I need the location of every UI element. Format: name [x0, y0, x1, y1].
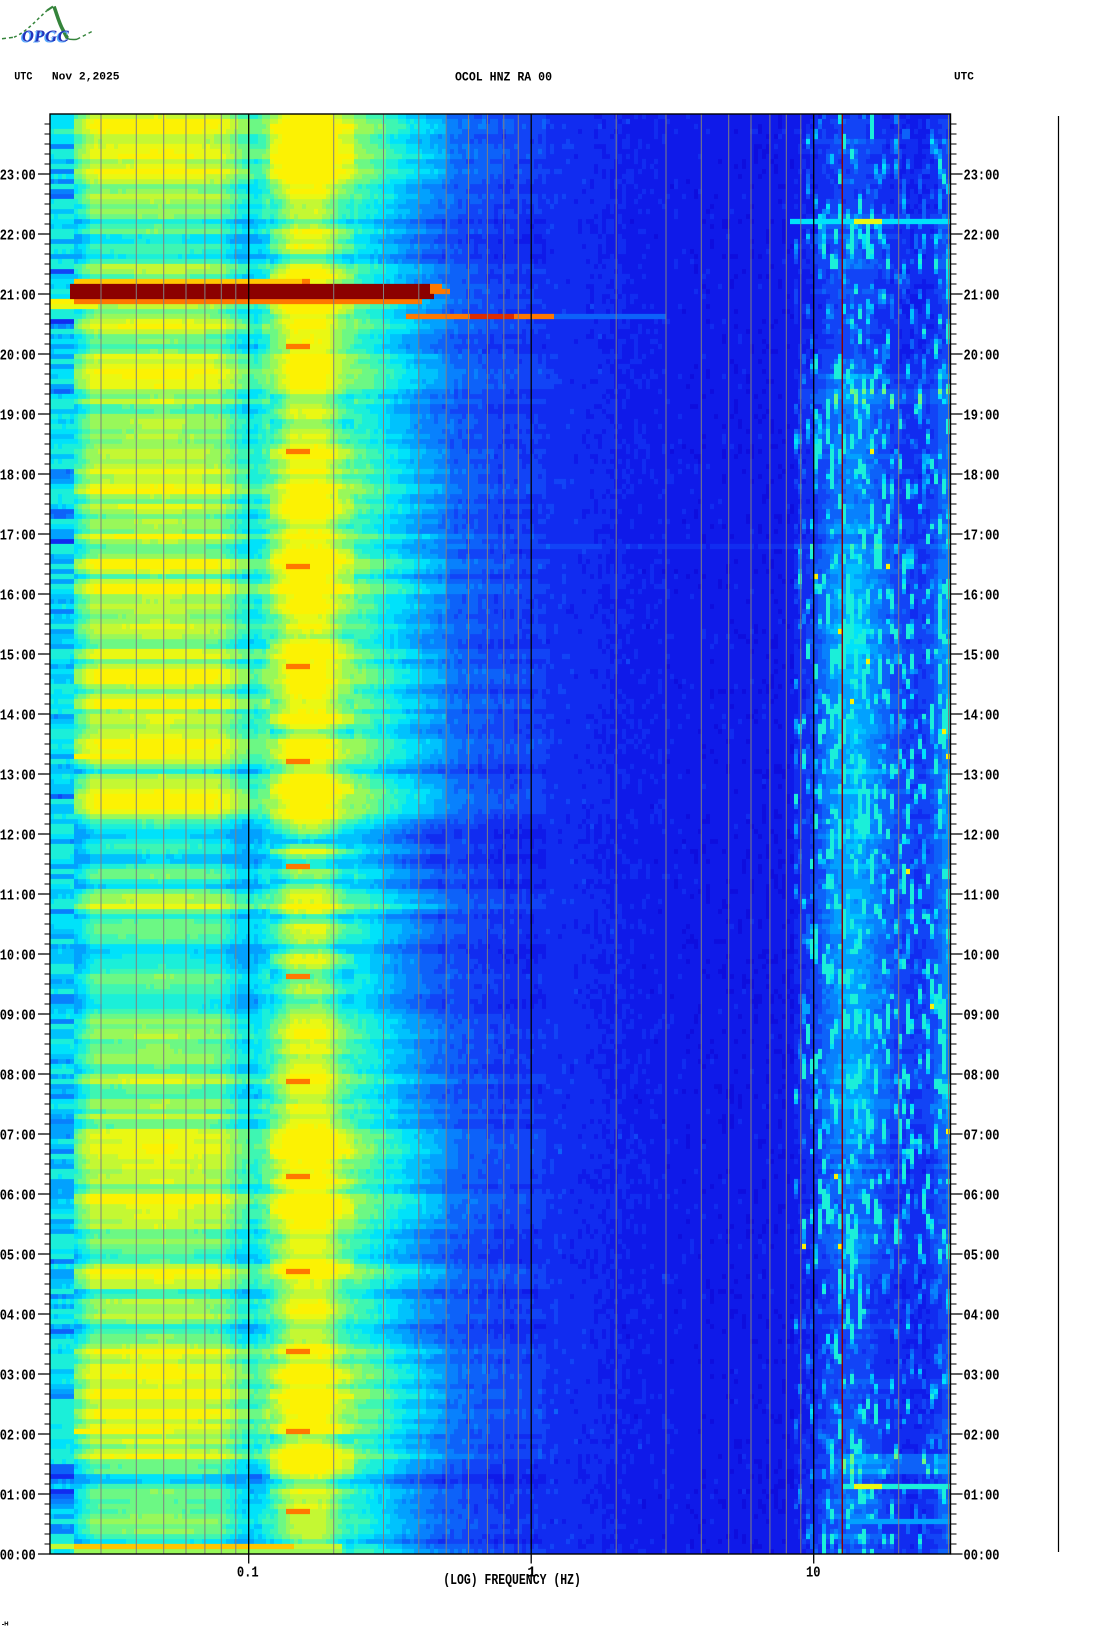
svg-text:20:00: 20:00: [0, 349, 36, 365]
svg-text:08:00: 08:00: [0, 1069, 36, 1085]
svg-text:13:00: 13:00: [964, 769, 1000, 785]
svg-text:11:00: 11:00: [964, 889, 1000, 905]
svg-text:12:00: 12:00: [964, 829, 1000, 845]
svg-text:Nov 2,2025: Nov 2,2025: [52, 71, 120, 83]
svg-text:15:00: 15:00: [964, 649, 1000, 665]
svg-text:1: 1: [527, 1566, 536, 1582]
svg-text:UTC: UTC: [954, 71, 974, 83]
svg-text:21:00: 21:00: [0, 289, 36, 305]
svg-text:18:00: 18:00: [0, 469, 36, 485]
svg-text:01:00: 01:00: [0, 1489, 36, 1505]
svg-text:14:00: 14:00: [0, 709, 36, 725]
svg-text:10:00: 10:00: [0, 949, 36, 965]
svg-text:15:00: 15:00: [0, 649, 36, 665]
svg-text:14:00: 14:00: [964, 709, 1000, 725]
svg-text:21:00: 21:00: [964, 289, 1000, 305]
svg-text:10:00: 10:00: [964, 949, 1000, 965]
svg-text:05:00: 05:00: [0, 1249, 36, 1265]
svg-text:06:00: 06:00: [0, 1189, 36, 1205]
svg-text:0.1: 0.1: [237, 1566, 259, 1582]
svg-text:00:00: 00:00: [964, 1549, 1000, 1565]
svg-text:23:00: 23:00: [0, 169, 36, 185]
svg-text:13:00: 13:00: [0, 769, 36, 785]
svg-text:UTC: UTC: [14, 71, 32, 83]
svg-text:19:00: 19:00: [0, 409, 36, 425]
svg-text:02:00: 02:00: [0, 1429, 36, 1445]
svg-text:16:00: 16:00: [964, 589, 1000, 605]
svg-text:OPGC: OPGC: [21, 28, 69, 47]
svg-text:04:00: 04:00: [964, 1309, 1000, 1325]
svg-text:23:00: 23:00: [964, 169, 1000, 185]
svg-text:01:00: 01:00: [964, 1489, 1000, 1505]
svg-text:OCOL HNZ RA 00: OCOL HNZ RA 00: [455, 70, 552, 85]
svg-text:07:00: 07:00: [0, 1129, 36, 1145]
svg-text:16:00: 16:00: [0, 589, 36, 605]
svg-text:22:00: 22:00: [964, 229, 1000, 245]
svg-text:17:00: 17:00: [0, 529, 36, 545]
svg-text:06:00: 06:00: [964, 1189, 1000, 1205]
svg-text:08:00: 08:00: [964, 1069, 1000, 1085]
svg-text:04:00: 04:00: [0, 1309, 36, 1325]
svg-text:20:00: 20:00: [964, 349, 1000, 365]
svg-text:19:00: 19:00: [964, 409, 1000, 425]
svg-text:17:00: 17:00: [964, 529, 1000, 545]
svg-text:12:00: 12:00: [0, 829, 36, 845]
svg-text:11:00: 11:00: [0, 889, 36, 905]
svg-text:03:00: 03:00: [0, 1369, 36, 1385]
svg-text:09:00: 09:00: [964, 1009, 1000, 1025]
svg-text:02:00: 02:00: [964, 1429, 1000, 1445]
svg-text:05:00: 05:00: [964, 1249, 1000, 1265]
svg-text:18:00: 18:00: [964, 469, 1000, 485]
svg-text:10: 10: [806, 1566, 821, 1582]
svg-text:09:00: 09:00: [0, 1009, 36, 1025]
svg-text:OPGC: OPGC: [22, 27, 70, 46]
svg-text:03:00: 03:00: [964, 1369, 1000, 1385]
svg-text:(LOG) FREQUENCY (HZ): (LOG) FREQUENCY (HZ): [443, 1573, 581, 1589]
svg-text:07:00: 07:00: [964, 1129, 1000, 1145]
svg-text:22:00: 22:00: [0, 229, 36, 245]
svg-text:00:00: 00:00: [0, 1549, 36, 1565]
